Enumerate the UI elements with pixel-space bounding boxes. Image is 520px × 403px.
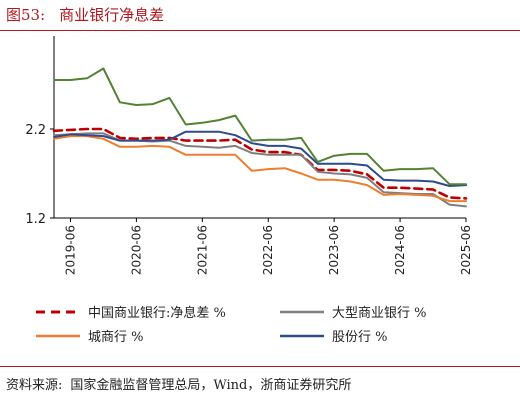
- chart-axes: 1.2 2.2 2019-06 2020-06 2021-06 2022-06 2023-0…: [25, 36, 473, 275]
- source-note: 资料来源: 国家金融监督管理总局，Wind，浙商证券研究所: [6, 374, 351, 393]
- chart-series: [52, 67, 468, 208]
- x-tick-label: 2023-06: [327, 225, 341, 275]
- figure-label: 图53:: [6, 6, 46, 24]
- legend-label-3: 股份行 %: [332, 330, 388, 345]
- series-line-0: [52, 127, 468, 200]
- legend-label-2: 城商行 %: [88, 330, 144, 345]
- x-tick-label: 2019-06: [63, 225, 77, 275]
- y-tick-label: 1.2: [25, 212, 46, 227]
- source-text: 国家金融监督管理总局，Wind，浙商证券研究所: [70, 378, 352, 393]
- source-label: 资料来源:: [6, 378, 63, 393]
- x-tick-label: 2024-06: [393, 225, 407, 275]
- source-divider: [0, 366, 520, 367]
- x-tick-label: 2025-06: [459, 225, 473, 275]
- legend-label-1: 大型商业银行 %: [332, 306, 427, 321]
- title-divider: [0, 30, 520, 31]
- series-line-2: [53, 135, 467, 203]
- chart-legend: 中国商业银行:净息差 % 大型商业银行 % 城商行 % 股份行 %: [36, 305, 427, 345]
- legend-label-0: 中国商业银行:净息差 %: [88, 305, 226, 321]
- series-line-4: [53, 67, 467, 186]
- figure-title: 图53: 商业银行净息差: [6, 4, 164, 25]
- x-tick-label: 2022-06: [261, 225, 275, 275]
- x-tick-label: 2020-06: [129, 225, 143, 275]
- figure-title-text: 商业银行净息差: [59, 6, 165, 24]
- x-tick-label: 2021-06: [195, 225, 209, 275]
- y-tick-label: 2.2: [25, 123, 46, 138]
- series-line-3: [53, 130, 467, 187]
